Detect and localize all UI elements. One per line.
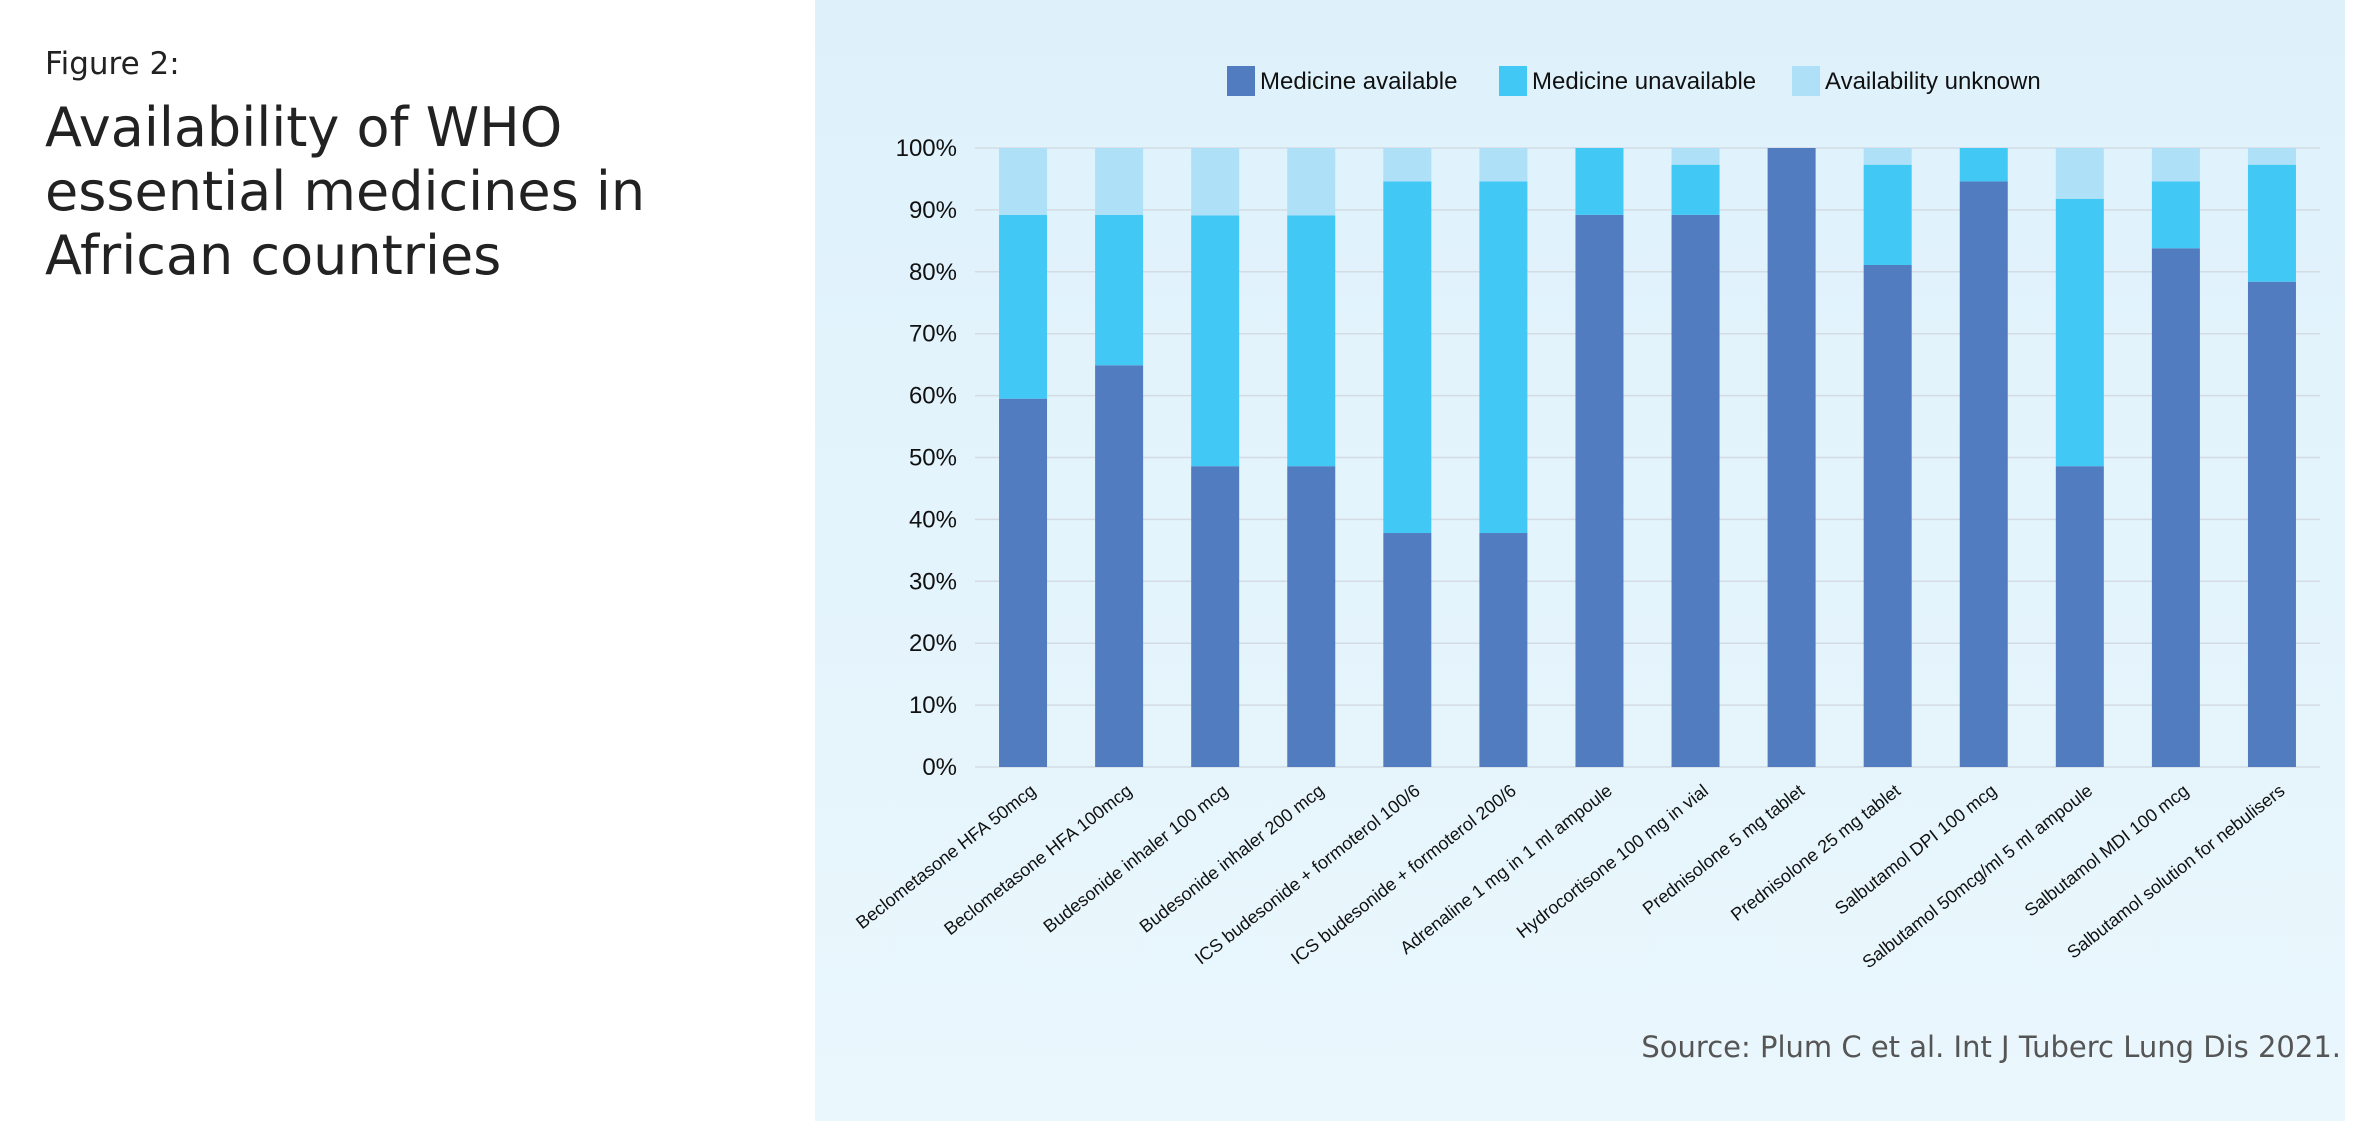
y-tick-label: 80% xyxy=(909,259,957,286)
legend-label-unknown: Availability unknown xyxy=(1825,68,2041,95)
y-tick-label: 30% xyxy=(909,568,957,595)
bar-segment-unavailable xyxy=(1383,181,1432,534)
legend-swatch-unavailable xyxy=(1499,66,1527,96)
figure-label: Figure 2: xyxy=(45,46,180,82)
y-tick-label: 0% xyxy=(922,754,957,781)
y-tick-label: 90% xyxy=(909,197,957,224)
bar-segment-unknown xyxy=(2151,148,2200,182)
bar-segment-unavailable xyxy=(2247,164,2296,282)
bar-segment-unavailable xyxy=(1191,215,1240,467)
legend-label-unavailable: Medicine unavailable xyxy=(1532,68,1756,95)
figure-title: Availability of WHO essential medicines … xyxy=(45,96,646,287)
x-category-label: Salbutamol MDI 100 mcg xyxy=(2021,780,2193,920)
bar-segment-available xyxy=(1671,214,1720,768)
bar-segment-unknown xyxy=(1191,148,1240,216)
bar-segment-unavailable xyxy=(2055,198,2104,467)
bar-segment-unknown xyxy=(1383,148,1432,182)
bar-segment-available xyxy=(1959,181,2008,767)
bar-segment-unknown xyxy=(1287,148,1336,216)
bar-segment-unknown xyxy=(1863,148,1912,165)
y-tick-label: 60% xyxy=(909,383,957,410)
x-category-label: Beclometasone HFA 50mcg xyxy=(852,780,1039,933)
source-note: Source: Plum C et al. Int J Tuberc Lung … xyxy=(1641,1030,2341,1064)
bar-segment-unavailable xyxy=(1575,148,1624,215)
y-tick-label: 70% xyxy=(909,321,957,348)
y-tick-label: 100% xyxy=(896,135,957,162)
bar-segment-unknown xyxy=(1095,148,1144,215)
x-category-label: Prednisolone 25 mg tablet xyxy=(1727,780,1904,925)
x-category-label: Salbutamol DPI 100 mcg xyxy=(1831,780,2000,918)
bar-segment-available xyxy=(2151,248,2200,767)
bar-segment-available xyxy=(1479,533,1528,767)
figure-header: Figure 2: Availability of WHO essential … xyxy=(0,0,815,1121)
bar-segment-unavailable xyxy=(1959,148,2008,182)
bar-segment-unavailable xyxy=(1095,214,1144,366)
x-category-label: Hydrocortisone 100 mg in vial xyxy=(1513,780,1712,942)
bar-segment-unavailable xyxy=(999,214,1048,399)
x-category-label: Beclometasone HFA 100mcg xyxy=(940,780,1135,939)
bar-segment-unavailable xyxy=(1671,164,1720,215)
bar-segment-unavailable xyxy=(1863,164,1912,265)
bar-segment-available xyxy=(1095,365,1144,767)
bar-segment-available xyxy=(1575,214,1624,768)
legend-swatch-available xyxy=(1227,66,1255,96)
bar-segment-available xyxy=(1767,148,1816,767)
legend-swatch-unknown xyxy=(1792,66,1820,96)
x-category-label: Adrenaline 1 mg in 1 ml ampoule xyxy=(1396,780,1616,958)
y-tick-label: 20% xyxy=(909,630,957,657)
y-tick-label: 10% xyxy=(909,692,957,719)
bar-segment-available xyxy=(1383,533,1432,767)
bar-segment-unknown xyxy=(1479,148,1528,182)
bar-segment-available xyxy=(1863,264,1912,767)
bar-segment-available xyxy=(2055,466,2104,767)
bar-segment-unknown xyxy=(2055,148,2104,199)
chart-panel: 0% 10% 20% 30% 40% 50% 60% 70% 80% 90% 100% Beclome… xyxy=(815,0,2345,1121)
bar-segment-available xyxy=(2247,281,2296,767)
bar-segment-available xyxy=(999,398,1048,767)
bar-segment-unknown xyxy=(999,148,1048,215)
bar-segment-unavailable xyxy=(1287,215,1336,467)
bar-segment-unavailable xyxy=(2151,181,2200,249)
bar-segment-unknown xyxy=(1671,148,1720,165)
x-category-label: Budesonide inhaler 200 mcg xyxy=(1136,780,1328,936)
bar-segment-available xyxy=(1287,466,1336,767)
bar-segment-unknown xyxy=(2247,148,2296,165)
x-category-label: Prednisolone 5 mg tablet xyxy=(1639,780,1808,918)
y-tick-label: 40% xyxy=(909,506,957,533)
y-tick-label: 50% xyxy=(909,445,957,472)
x-category-label: Budesonide inhaler 100 mcg xyxy=(1040,780,1232,936)
legend-label-available: Medicine available xyxy=(1260,68,1457,95)
bar-segment-unavailable xyxy=(1479,181,1528,534)
bar-segment-available xyxy=(1191,466,1240,767)
stacked-bar-chart: 0% 10% 20% 30% 40% 50% 60% 70% 80% 90% 100% Beclome… xyxy=(852,66,2320,972)
